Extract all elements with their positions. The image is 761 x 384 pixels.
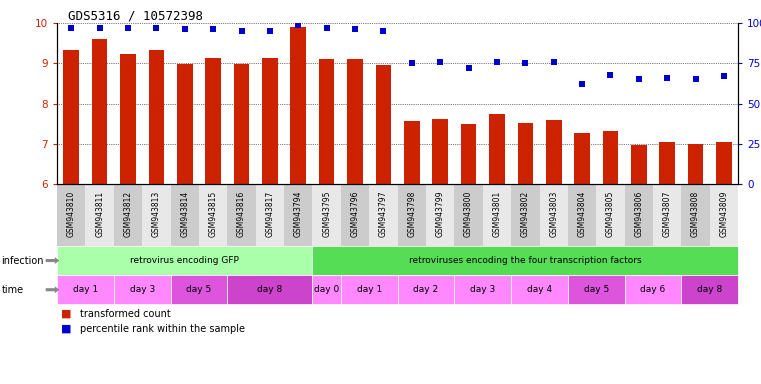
Bar <box>460 124 476 184</box>
Bar <box>262 58 278 184</box>
Text: day 4: day 4 <box>527 285 552 294</box>
Text: ■: ■ <box>61 324 72 334</box>
Bar <box>148 50 164 184</box>
Point <box>519 60 531 66</box>
Bar <box>517 123 533 184</box>
Bar <box>205 58 221 184</box>
Point <box>349 26 361 33</box>
Text: day 8: day 8 <box>257 285 282 294</box>
Bar <box>234 64 250 184</box>
Bar <box>575 133 590 184</box>
Bar <box>376 65 391 184</box>
Point <box>122 25 134 31</box>
Bar <box>688 144 703 184</box>
Text: retroviruses encoding the four transcription factors: retroviruses encoding the four transcrip… <box>409 256 642 265</box>
Bar <box>120 55 135 184</box>
Point <box>632 76 645 83</box>
Bar <box>603 131 618 184</box>
Point <box>604 71 616 78</box>
Point <box>463 65 475 71</box>
Bar <box>404 121 419 184</box>
Bar <box>63 50 79 184</box>
Text: day 6: day 6 <box>641 285 666 294</box>
Bar <box>489 114 505 184</box>
Bar <box>432 119 448 184</box>
Point <box>94 25 106 31</box>
Text: time: time <box>2 285 24 295</box>
Point <box>377 28 390 34</box>
Point <box>406 60 418 66</box>
Text: infection: infection <box>2 255 44 266</box>
Point <box>576 81 588 88</box>
Point <box>292 22 304 28</box>
Point <box>548 59 560 65</box>
Text: percentile rank within the sample: percentile rank within the sample <box>80 324 245 334</box>
Point <box>235 28 247 34</box>
Point <box>718 73 730 79</box>
Text: retrovirus encoding GFP: retrovirus encoding GFP <box>130 256 239 265</box>
Bar <box>291 27 306 184</box>
Bar <box>716 142 732 184</box>
Bar <box>546 120 562 184</box>
Point <box>491 59 503 65</box>
Point <box>151 25 163 31</box>
Point <box>65 25 78 31</box>
Point <box>264 28 276 34</box>
Bar <box>177 64 193 184</box>
Bar <box>660 142 675 184</box>
Point <box>320 25 333 31</box>
Bar <box>319 58 335 184</box>
Text: day 5: day 5 <box>186 285 212 294</box>
Bar <box>92 39 107 184</box>
Point <box>207 26 219 33</box>
Text: day 5: day 5 <box>584 285 609 294</box>
Point <box>179 26 191 33</box>
Text: transformed count: transformed count <box>80 309 170 319</box>
Text: day 1: day 1 <box>357 285 382 294</box>
Point <box>661 75 673 81</box>
Text: day 0: day 0 <box>314 285 339 294</box>
Point <box>434 59 446 65</box>
Text: day 1: day 1 <box>73 285 98 294</box>
Text: GDS5316 / 10572398: GDS5316 / 10572398 <box>68 10 203 23</box>
Bar <box>631 145 647 184</box>
Bar <box>347 60 363 184</box>
Point <box>689 76 702 83</box>
Text: day 2: day 2 <box>413 285 438 294</box>
Text: day 3: day 3 <box>470 285 495 294</box>
Text: day 3: day 3 <box>129 285 154 294</box>
Text: ■: ■ <box>61 309 72 319</box>
Text: day 8: day 8 <box>697 285 722 294</box>
